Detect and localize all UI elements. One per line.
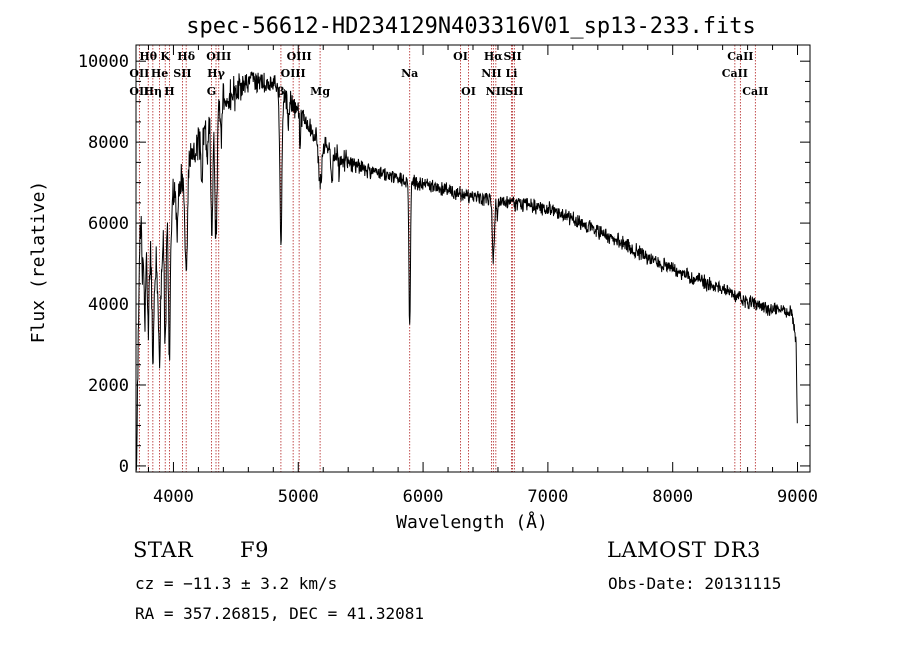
spectral-line-label: Hα <box>484 50 503 63</box>
x-tick-label: 6000 <box>403 487 444 507</box>
y-axis-label: Flux (relative) <box>28 181 49 344</box>
x-axis-label: Wavelength (Å) <box>396 511 548 533</box>
spectral-line-label: Hθ <box>139 50 157 63</box>
spectral-line-label: SII <box>505 85 523 98</box>
y-tick-label: 4000 <box>88 295 129 315</box>
x-tick-label: 5000 <box>278 487 319 507</box>
spectral-line-label: OIII <box>287 50 312 63</box>
y-tick-labels: 0 2000 4000 6000 8000 10000 <box>78 52 129 477</box>
x-tick-label: 4000 <box>153 487 194 507</box>
coordinates: RA = 357.26815, DEC = 41.32081 <box>135 604 424 623</box>
spectral-line-label: OII <box>129 85 149 98</box>
y-tick-label: 8000 <box>88 133 129 153</box>
spectral-line-label: NII <box>486 85 506 98</box>
spectral-line-label: G <box>207 85 216 98</box>
spectral-line-label: CaII <box>742 85 768 98</box>
x-tick-label: 7000 <box>527 487 568 507</box>
spectral-line-label: Hδ <box>177 50 195 63</box>
y-tick-label: 6000 <box>88 214 129 234</box>
spectral-line-label: CaII <box>727 50 753 63</box>
y-tick-label: 0 <box>119 457 129 477</box>
x-tick-label: 8000 <box>652 487 693 507</box>
spectral-line-markers <box>138 45 756 472</box>
spectral-line-label: He <box>151 67 168 80</box>
spectrum-line <box>135 71 798 471</box>
obs-date: Obs-Date: 20131115 <box>608 574 782 593</box>
survey-name: LAMOST DR3 <box>607 538 761 562</box>
spectral-line-label: OI <box>453 50 468 63</box>
spectral-line-label: Na <box>401 67 418 80</box>
redshift-value: cz = −11.3 ± 3.2 km/s <box>135 574 338 593</box>
spectral-line-label: SII <box>173 67 191 80</box>
x-tick-label: 9000 <box>777 487 818 507</box>
chart-title: spec-56612-HD234129N403316V01_sp13-233.f… <box>186 14 756 39</box>
plot-frame <box>135 44 811 473</box>
spectral-line-label: CaII <box>722 67 748 80</box>
object-subclass: F9 <box>240 538 269 562</box>
spectral-line-label: OIII <box>281 67 306 80</box>
spectral-line-label: Mg <box>310 85 330 98</box>
x-tick-labels: 4000 5000 6000 7000 8000 9000 <box>153 487 818 507</box>
y-tick-label: 10000 <box>78 52 129 72</box>
spectral-line-label: β <box>277 85 284 98</box>
spectral-line-label: OII <box>129 67 149 80</box>
y-tick-label: 2000 <box>88 376 129 396</box>
spectral-line-label: NII <box>481 67 501 80</box>
axis-ticks <box>136 45 810 472</box>
object-class: STAR <box>133 538 194 562</box>
spectral-line-label: H <box>164 85 174 98</box>
spectral-line-label: Hη <box>144 85 162 98</box>
spectral-line-label: K <box>160 50 170 63</box>
spectral-line-label: Hγ <box>207 67 225 80</box>
spectral-line-label: OIII <box>206 50 231 63</box>
spectral-line-label: OI <box>461 85 476 98</box>
spectral-line-label: Li <box>505 67 517 80</box>
spectral-line-label: SII <box>503 50 521 63</box>
